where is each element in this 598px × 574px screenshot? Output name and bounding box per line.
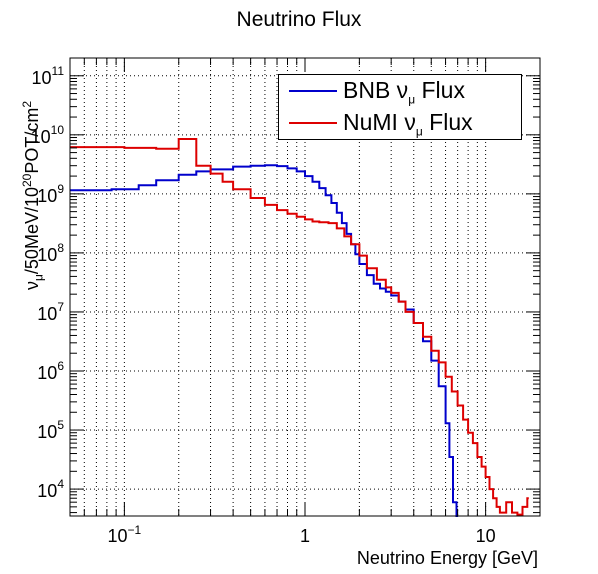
series-bnb [70,164,459,517]
axis-ticks: 10−1 1 10 104 105 106 107 108 109 1010 1011 [31,57,541,546]
series-line-numi [70,138,529,516]
series-lines [70,138,529,517]
y-tick-label: 104 [37,477,64,501]
legend-label-numi-tail: Flux [422,109,473,135]
legend-label-numi-sub: μ [415,124,423,139]
y-label-prefix: ν [22,281,42,290]
legend-swatch-bnb [289,90,337,92]
x-tick-label: 10 [476,526,496,546]
series-line-bnb [70,164,459,517]
y-label-mid-sup: 20 [20,173,34,188]
series-numi [70,138,529,516]
y-tick-label: 106 [37,359,64,383]
y-tick-label: 108 [37,241,64,265]
y-label-mid: /50MeV/10 [22,187,42,275]
legend-entry-numi: NuMI νμ Flux [279,107,521,139]
y-label-prefix-sub: μ [31,274,46,281]
legend-label-numi: NuMI νμ Flux [343,109,473,139]
x-tick-label: 1 [300,526,310,546]
legend-entry-bnb: BNB νμ Flux [279,75,521,107]
legend-label-numi-main: NuMI ν [343,109,416,135]
y-tick-label: 1010 [31,123,65,147]
legend-swatch-numi [289,122,337,124]
x-tick-label: 10−1 [108,523,142,546]
y-label-tail-sup: 2 [20,100,34,108]
chart-title: Neutrino Flux [236,8,362,31]
plot-frame [69,57,541,517]
y-tick-label: 105 [37,418,64,442]
legend-label-bnb-tail: Flux [415,77,465,103]
legend-label-bnb: BNB νμ Flux [343,77,465,107]
y-tick-label: 109 [37,182,64,206]
y-tick-label: 107 [37,300,64,324]
y-tick-label: 1011 [32,64,65,88]
y-label-tail: POT/cm [22,107,42,174]
legend-label-bnb-main: BNB ν [343,77,409,103]
x-axis-label: Neutrino Energy [GeV] [356,548,538,568]
legend: BNB νμ Flux NuMI νμ Flux [278,74,522,140]
legend-label-bnb-sub: μ [408,92,416,107]
y-axis-label: νμ/50MeV/1020POT/cm2 [20,101,46,290]
